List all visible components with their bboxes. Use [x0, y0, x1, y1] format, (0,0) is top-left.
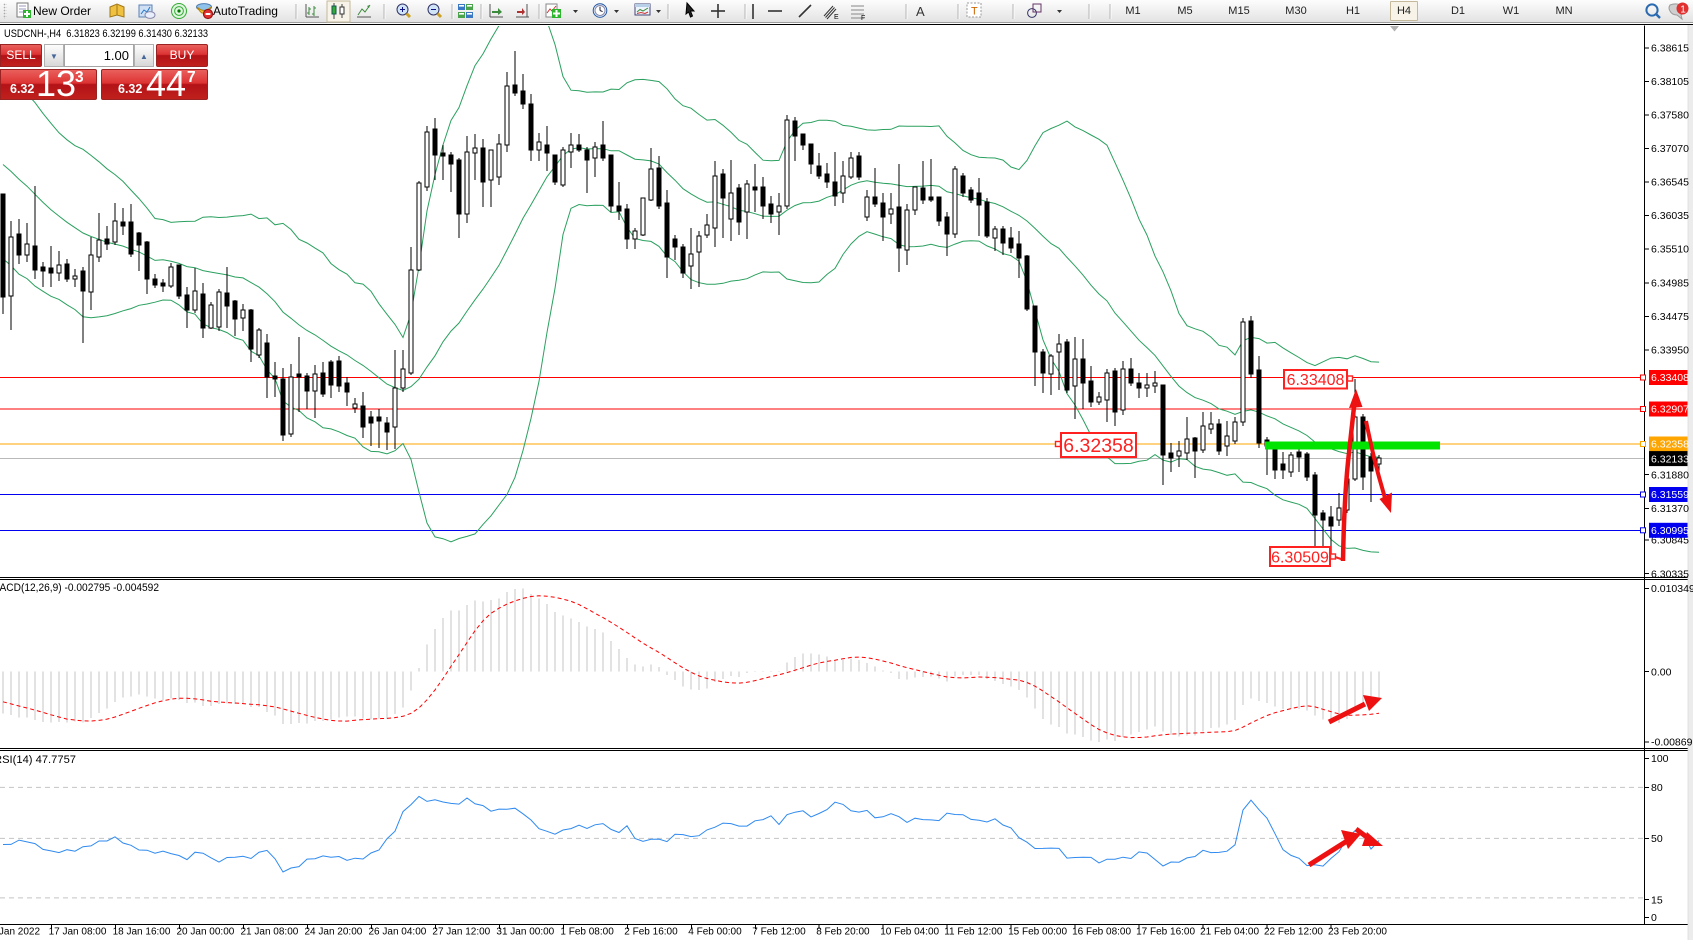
svg-text:6.38105: 6.38105 — [1651, 76, 1689, 88]
svg-text:6.37070: 6.37070 — [1651, 143, 1689, 155]
svg-text:6.32358: 6.32358 — [1063, 435, 1134, 457]
svg-text:17 Jan 08:00: 17 Jan 08:00 — [49, 927, 107, 938]
svg-text:31 Jan 00:00: 31 Jan 00:00 — [496, 927, 554, 938]
svg-text:2 Feb 16:00: 2 Feb 16:00 — [624, 927, 678, 938]
svg-text:6.37580: 6.37580 — [1651, 110, 1689, 122]
svg-text:1: 1 — [1680, 5, 1686, 16]
svg-text:6.33408: 6.33408 — [1651, 372, 1689, 384]
svg-text:15 Feb 00:00: 15 Feb 00:00 — [1008, 927, 1067, 938]
svg-text:8 Feb 20:00: 8 Feb 20:00 — [816, 927, 870, 938]
svg-text:6.30509: 6.30509 — [1271, 549, 1329, 566]
svg-text:6.34985: 6.34985 — [1651, 278, 1689, 290]
svg-text:0: 0 — [1651, 912, 1657, 924]
svg-text:20 Jan 00:00: 20 Jan 00:00 — [177, 927, 235, 938]
svg-text:6.38615: 6.38615 — [1651, 43, 1689, 55]
svg-text:6.35510: 6.35510 — [1651, 244, 1689, 256]
svg-text:6.33950: 6.33950 — [1651, 345, 1689, 357]
svg-text:6.30335: 6.30335 — [1651, 568, 1689, 580]
svg-text:6.31880: 6.31880 — [1651, 469, 1689, 481]
svg-text:1 Feb 08:00: 1 Feb 08:00 — [560, 927, 614, 938]
svg-text:6.36545: 6.36545 — [1651, 177, 1689, 189]
svg-text:26 Jan 04:00: 26 Jan 04:00 — [369, 927, 427, 938]
svg-text:21 Jan 08:00: 21 Jan 08:00 — [241, 927, 299, 938]
svg-text:50: 50 — [1651, 833, 1663, 845]
svg-text:21 Feb 04:00: 21 Feb 04:00 — [1200, 927, 1259, 938]
svg-text:6.31370: 6.31370 — [1651, 503, 1689, 515]
svg-text:14 Jan 2022: 14 Jan 2022 — [0, 927, 40, 938]
svg-text:6.30995: 6.30995 — [1651, 525, 1689, 537]
svg-text:6.32907: 6.32907 — [1651, 404, 1689, 416]
svg-text:6.32133: 6.32133 — [1651, 453, 1689, 465]
svg-text:22 Feb 12:00: 22 Feb 12:00 — [1264, 927, 1323, 938]
svg-text:T: T — [971, 6, 978, 18]
svg-text:6.33408: 6.33408 — [1287, 372, 1345, 389]
svg-text:100: 100 — [1651, 753, 1669, 765]
svg-text:24 Jan 20:00: 24 Jan 20:00 — [305, 927, 363, 938]
svg-text:RSI(14) 47.7757: RSI(14) 47.7757 — [0, 754, 76, 766]
svg-text:0.010349: 0.010349 — [1651, 583, 1693, 595]
svg-text:MACD(12,26,9) -0.002795 -0.004: MACD(12,26,9) -0.002795 -0.004592 — [0, 582, 159, 594]
svg-text:0.00: 0.00 — [1651, 666, 1672, 678]
svg-text:23 Feb 20:00: 23 Feb 20:00 — [1328, 927, 1387, 938]
svg-text:6.34475: 6.34475 — [1651, 311, 1689, 323]
svg-text:A: A — [916, 4, 925, 19]
svg-text:80: 80 — [1651, 782, 1663, 794]
svg-text:E: E — [834, 14, 839, 21]
svg-text:18 Jan 16:00: 18 Jan 16:00 — [113, 927, 171, 938]
svg-text:11 Feb 12:00: 11 Feb 12:00 — [944, 927, 1003, 938]
svg-text:6.31559: 6.31559 — [1651, 489, 1689, 501]
svg-text:6.36035: 6.36035 — [1651, 210, 1689, 222]
svg-text:17 Feb 16:00: 17 Feb 16:00 — [1136, 927, 1195, 938]
svg-text:6.32358: 6.32358 — [1651, 439, 1689, 451]
svg-text:4 Feb 00:00: 4 Feb 00:00 — [688, 927, 742, 938]
svg-text:-0.008696: -0.008696 — [1651, 737, 1693, 749]
svg-text:16 Feb 08:00: 16 Feb 08:00 — [1072, 927, 1131, 938]
svg-text:15: 15 — [1651, 894, 1663, 906]
svg-text:USDCNH-,H4 6.31823 6.32199 6.: USDCNH-,H4 6.31823 6.32199 6.31430 6.321… — [4, 28, 208, 40]
svg-text:27 Jan 12:00: 27 Jan 12:00 — [432, 927, 490, 938]
svg-text:7 Feb 12:00: 7 Feb 12:00 — [752, 927, 806, 938]
svg-text:F: F — [861, 15, 865, 22]
svg-text:10 Feb 04:00: 10 Feb 04:00 — [880, 927, 939, 938]
